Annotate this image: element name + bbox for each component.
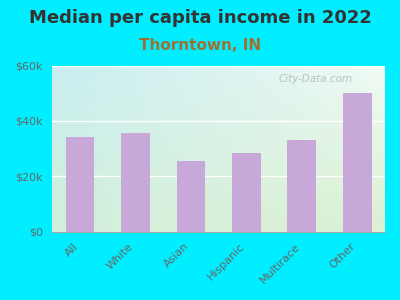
Bar (121, 133, 150, 232)
Text: Median per capita income in 2022: Median per capita income in 2022 (28, 9, 372, 27)
Text: Thorntown, IN: Thorntown, IN (139, 38, 261, 52)
Bar (343, 93, 372, 232)
Bar (176, 161, 205, 232)
Text: City-Data.com: City-Data.com (278, 74, 353, 84)
Bar (66, 137, 94, 232)
Bar (288, 140, 316, 232)
Bar (232, 153, 261, 232)
